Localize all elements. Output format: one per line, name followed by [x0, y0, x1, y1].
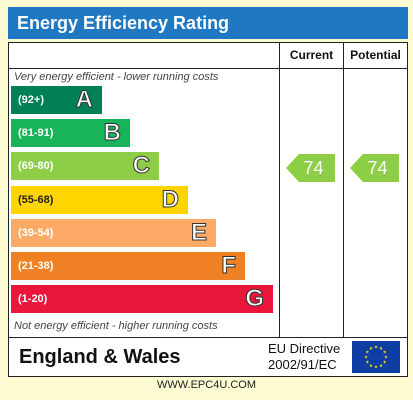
- band-f: (21-38) F: [11, 252, 245, 280]
- band-range: (1-20): [18, 293, 48, 305]
- potential-column-header: Potential: [350, 48, 401, 62]
- band-range: (92+): [18, 94, 44, 106]
- band-range: (39-54): [18, 227, 54, 239]
- footer: England & Wales EU Directive 2002/91/EC: [8, 337, 408, 377]
- current-column-header: Current: [289, 48, 334, 62]
- current-rating-arrow: 74: [286, 154, 335, 182]
- column-divider: [343, 43, 344, 337]
- top-caption: Very energy efficient - lower running co…: [14, 71, 219, 83]
- band-c: (69-80) C: [11, 152, 159, 180]
- chart-title: Energy Efficiency Rating: [8, 7, 408, 39]
- band-g: (1-20) G: [11, 285, 273, 313]
- eu-directive: EU Directive 2002/91/EC: [268, 341, 340, 373]
- band-letter: F: [221, 252, 237, 280]
- band-range: (69-80): [18, 160, 54, 172]
- eu-star-icon: [369, 363, 373, 368]
- rating-chart: Current Potential Very energy efficient …: [8, 42, 408, 338]
- eu-star-icon: [379, 363, 383, 368]
- eu-star-icon: [382, 360, 387, 364]
- band-a: (92+) A: [11, 86, 102, 114]
- eu-star-icon: [384, 355, 388, 359]
- band-d: (55-68) D: [11, 186, 188, 214]
- band-e: (39-54) E: [11, 219, 216, 247]
- website-text: WWW.EPC4U.COM: [157, 379, 256, 391]
- band-letter: E: [190, 219, 207, 247]
- eu-star-icon: [364, 355, 368, 359]
- band-range: (55-68): [18, 194, 54, 206]
- eu-star-icon: [365, 360, 370, 364]
- eu-star-icon: [365, 350, 370, 354]
- eu-star-icon: [374, 365, 378, 369]
- eu-star-icon: [379, 346, 383, 350]
- band-letter: D: [161, 186, 179, 214]
- directive-number: 2002/91/EC: [268, 357, 337, 372]
- band-b: (81-91) B: [11, 119, 130, 147]
- band-letter: A: [75, 86, 93, 114]
- band-range: (21-38): [18, 260, 54, 272]
- eu-flag-icon: [352, 341, 400, 373]
- region-label: England & Wales: [19, 346, 181, 368]
- band-letter: B: [103, 119, 121, 147]
- band-letter: C: [132, 152, 150, 180]
- eu-star-icon: [382, 350, 387, 354]
- column-divider: [279, 43, 280, 337]
- header-divider: [9, 68, 407, 69]
- band-letter: G: [245, 285, 265, 313]
- eu-star-icon: [369, 346, 373, 350]
- directive-title: EU Directive: [268, 341, 341, 356]
- band-range: (81-91): [18, 127, 54, 139]
- eu-star-icon: [374, 345, 378, 349]
- potential-rating-arrow: 74: [350, 154, 399, 182]
- bottom-caption: Not energy efficient - higher running co…: [14, 320, 218, 332]
